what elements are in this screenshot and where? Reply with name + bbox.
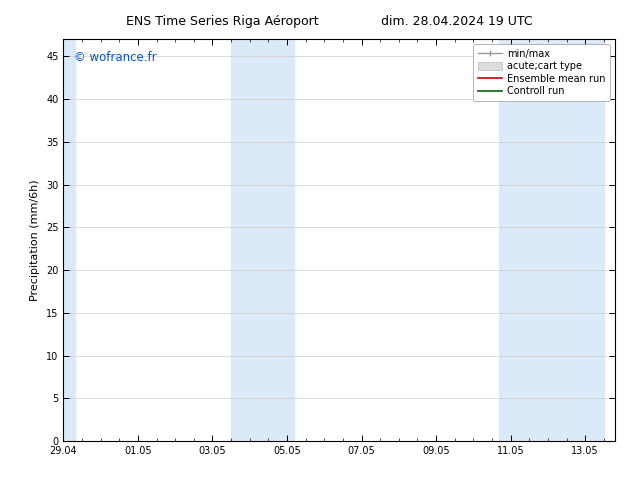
Text: ENS Time Series Riga Aéroport: ENS Time Series Riga Aéroport xyxy=(126,15,318,28)
Text: © wofrance.fr: © wofrance.fr xyxy=(74,51,157,64)
Legend: min/max, acute;cart type, Ensemble mean run, Controll run: min/max, acute;cart type, Ensemble mean … xyxy=(473,44,610,101)
Bar xyxy=(231,39,254,441)
Text: dim. 28.04.2024 19 UTC: dim. 28.04.2024 19 UTC xyxy=(380,15,533,28)
Bar xyxy=(500,39,524,441)
Bar xyxy=(61,39,75,441)
Bar xyxy=(524,39,604,441)
Y-axis label: Precipitation (mm/6h): Precipitation (mm/6h) xyxy=(30,179,41,301)
Bar xyxy=(254,39,294,441)
